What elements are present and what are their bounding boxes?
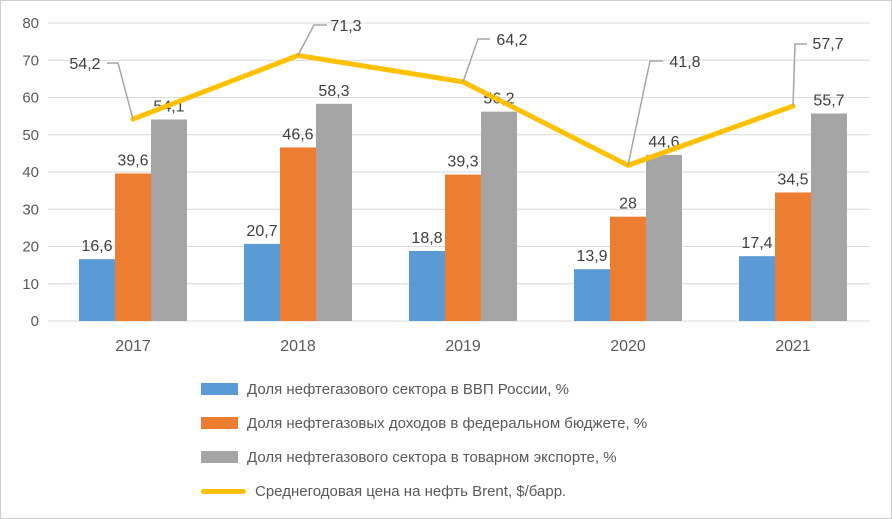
chart-legend: Доля нефтегазового сектора в ВВП России,…: [201, 372, 647, 508]
y-axis-tick-label: 60: [22, 90, 39, 107]
legend-item-3: Доля нефтегазового сектора в товарном эк…: [201, 440, 647, 474]
x-axis-label-2017: 2017: [115, 338, 151, 355]
bar-data-label: 16,6: [81, 238, 112, 255]
legend-bar-swatch: [201, 383, 238, 395]
y-axis-tick-label: 10: [22, 276, 39, 293]
bar-2017-series2: [115, 173, 151, 321]
y-axis-tick-label: 50: [22, 127, 39, 144]
x-axis-label-2020: 2020: [610, 338, 646, 355]
line-data-label: 71,3: [330, 18, 361, 35]
callout-leader-line: [462, 38, 490, 83]
legend-item-1: Доля нефтегазового сектора в ВВП России,…: [201, 372, 647, 406]
x-axis-label-2019: 2019: [445, 338, 481, 355]
y-axis-tick-label: 0: [31, 313, 39, 330]
x-axis-label-2018: 2018: [280, 338, 316, 355]
bar-2017-series3: [151, 119, 187, 321]
bar-2020-series3: [646, 154, 682, 321]
legend-line-swatch: [201, 488, 246, 494]
bar-2021-series1: [739, 256, 775, 321]
bar-data-label: 20,7: [246, 223, 277, 240]
bar-2018-series2: [280, 147, 316, 321]
bar-data-label: 28: [619, 196, 637, 213]
bar-data-label: 46,6: [282, 126, 313, 143]
legend-label: Среднегодовая цена на нефть Brent, $/бар…: [255, 482, 567, 500]
bar-data-label: 44,6: [648, 134, 679, 151]
bar-2020-series1: [574, 269, 610, 321]
callout-leader-line: [297, 24, 327, 56]
legend-item-4: Среднегодовая цена на нефть Brent, $/бар…: [201, 474, 647, 508]
bar-2019-series1: [409, 250, 445, 321]
y-axis-tick-label: 70: [22, 52, 39, 69]
bar-data-label: 13,9: [576, 248, 607, 265]
bar-data-label: 34,5: [777, 171, 808, 188]
legend-bar-swatch: [201, 417, 238, 429]
callout-leader-line: [107, 62, 134, 120]
callout-leader-line: [792, 43, 807, 107]
bar-data-label: 55,7: [813, 93, 844, 110]
line-data-label: 57,7: [812, 36, 843, 53]
bar-data-label: 58,3: [318, 83, 349, 100]
brent-price-line: [130, 52, 796, 168]
legend-label: Доля нефтегазового сектора в ВВП России,…: [247, 380, 569, 398]
bar-data-label: 39,3: [447, 154, 478, 171]
bar-data-label: 17,4: [741, 235, 772, 252]
bar-2019-series3: [481, 111, 517, 321]
bar-data-label: 39,6: [117, 152, 148, 169]
y-axis-tick-label: 30: [22, 201, 39, 218]
bar-2021-series3: [811, 113, 847, 321]
bar-2021-series2: [775, 192, 811, 321]
line-data-label: 41,8: [669, 54, 700, 71]
line-data-label: 54,2: [69, 56, 100, 73]
y-axis-tick-label: 20: [22, 239, 39, 256]
bar-data-label: 18,8: [411, 230, 442, 247]
y-axis-tick-label: 40: [22, 164, 39, 181]
line-data-label: 64,2: [496, 32, 527, 49]
bar-2018-series1: [244, 243, 280, 321]
bar-2017-series1: [79, 259, 115, 321]
bar-2020-series2: [610, 216, 646, 321]
callout-leader-line: [627, 60, 663, 166]
legend-item-2: Доля нефтегазовых доходов в федеральном …: [201, 406, 647, 440]
legend-bar-swatch: [201, 451, 238, 463]
x-axis-label-2021: 2021: [775, 338, 811, 355]
bar-2019-series2: [445, 174, 481, 321]
legend-label: Доля нефтегазовых доходов в федеральном …: [247, 414, 648, 432]
legend-label: Доля нефтегазового сектора в товарном эк…: [247, 448, 617, 466]
bar-2018-series3: [316, 103, 352, 322]
y-axis-tick-label: 80: [22, 15, 39, 32]
